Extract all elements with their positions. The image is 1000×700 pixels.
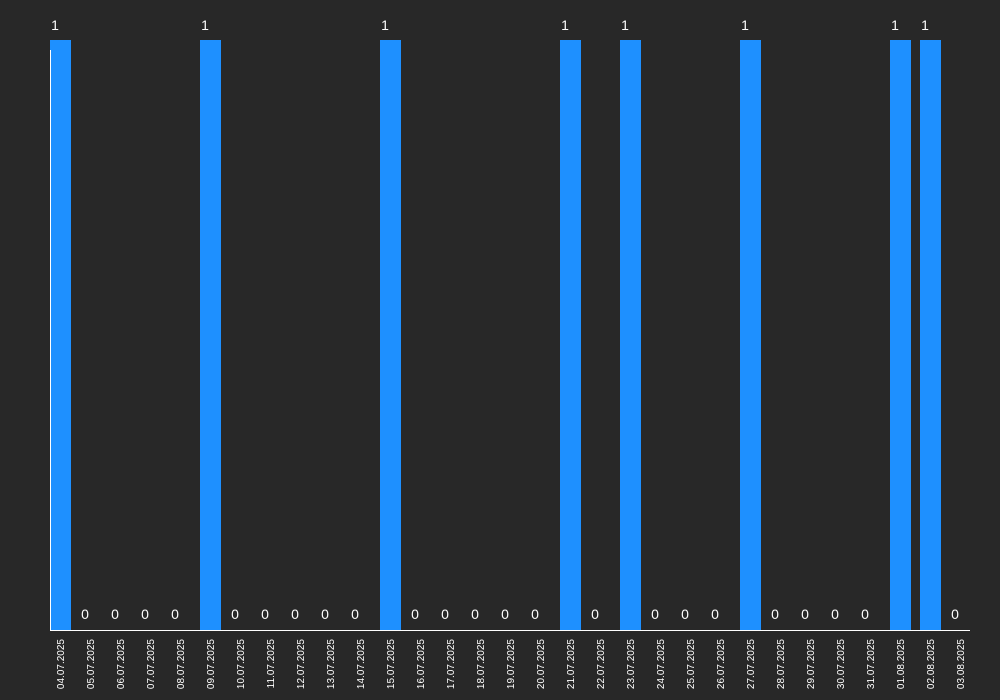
value-label-26.07.2025: 0: [711, 606, 719, 622]
x-tick-label-02.08.2025: 02.08.2025: [926, 639, 937, 689]
bar-04.07.2025: [50, 40, 71, 630]
x-tick-label-17.07.2025: 17.07.2025: [446, 639, 457, 689]
x-tick-label-12.07.2025: 12.07.2025: [296, 639, 307, 689]
x-tick-label-09.07.2025: 09.07.2025: [206, 639, 217, 689]
bar-09.07.2025: [200, 40, 221, 630]
value-label-13.07.2025: 0: [321, 606, 329, 622]
value-label-31.07.2025: 0: [861, 606, 869, 622]
value-label-02.08.2025: 1: [921, 17, 929, 33]
x-tick-label-21.07.2025: 21.07.2025: [566, 639, 577, 689]
x-tick-label-19.07.2025: 19.07.2025: [506, 639, 517, 689]
value-label-28.07.2025: 0: [771, 606, 779, 622]
value-label-25.07.2025: 0: [681, 606, 689, 622]
x-tick-label-27.07.2025: 27.07.2025: [746, 639, 757, 689]
x-tick-labels-group: 04.07.2025 05.07.2025 06.07.2025 07.07.2025…: [56, 639, 967, 689]
value-label-12.07.2025: 0: [291, 606, 299, 622]
x-tick-label-22.07.2025: 22.07.2025: [596, 639, 607, 689]
value-label-19.07.2025: 0: [501, 606, 509, 622]
bars-group: [50, 40, 941, 630]
x-tick-label-25.07.2025: 25.07.2025: [686, 639, 697, 689]
x-tick-label-14.07.2025: 14.07.2025: [356, 639, 367, 689]
x-tick-label-11.07.2025: 11.07.2025: [266, 639, 277, 689]
value-label-16.07.2025: 0: [411, 606, 419, 622]
value-label-10.07.2025: 0: [231, 606, 239, 622]
value-label-17.07.2025: 0: [441, 606, 449, 622]
value-label-30.07.2025: 0: [831, 606, 839, 622]
x-tick-label-29.07.2025: 29.07.2025: [806, 639, 817, 689]
x-tick-label-04.07.2025: 04.07.2025: [56, 639, 67, 689]
value-label-08.07.2025: 0: [171, 606, 179, 622]
value-label-09.07.2025: 1: [201, 17, 209, 33]
x-tick-label-03.08.2025: 03.08.2025: [956, 639, 967, 689]
x-tick-label-15.07.2025: 15.07.2025: [386, 639, 397, 689]
x-tick-label-24.07.2025: 24.07.2025: [656, 639, 667, 689]
value-label-01.08.2025: 1: [891, 17, 899, 33]
x-tick-label-16.07.2025: 16.07.2025: [416, 639, 427, 689]
x-tick-label-10.07.2025: 10.07.2025: [236, 639, 247, 689]
value-label-15.07.2025: 1: [381, 17, 389, 33]
bar-15.07.2025: [380, 40, 401, 630]
value-label-18.07.2025: 0: [471, 606, 479, 622]
bar-27.07.2025: [740, 40, 761, 630]
value-label-06.07.2025: 0: [111, 606, 119, 622]
value-labels-group: 1 0 0 0 0 1 0 0 0 0 0 1 0 0 0 0 0 1 0 1 0 0 0 1 0 0 0 0 1 1 0: [51, 17, 959, 622]
value-label-04.07.2025: 1: [51, 17, 59, 33]
bar-02.08.2025: [920, 40, 941, 630]
value-label-21.07.2025: 1: [561, 17, 569, 33]
x-tick-label-23.07.2025: 23.07.2025: [626, 639, 637, 689]
value-label-22.07.2025: 0: [591, 606, 599, 622]
value-label-20.07.2025: 0: [531, 606, 539, 622]
bar-21.07.2025: [560, 40, 581, 630]
value-label-23.07.2025: 1: [621, 17, 629, 33]
x-tick-label-20.07.2025: 20.07.2025: [536, 639, 547, 689]
value-label-07.07.2025: 0: [141, 606, 149, 622]
x-tick-label-07.07.2025: 07.07.2025: [146, 639, 157, 689]
x-tick-label-26.07.2025: 26.07.2025: [716, 639, 727, 689]
x-tick-label-08.07.2025: 08.07.2025: [176, 639, 187, 689]
value-label-11.07.2025: 0: [261, 606, 269, 622]
value-label-29.07.2025: 0: [801, 606, 809, 622]
value-label-05.07.2025: 0: [81, 606, 89, 622]
x-tick-label-30.07.2025: 30.07.2025: [836, 639, 847, 689]
x-tick-label-28.07.2025: 28.07.2025: [776, 639, 787, 689]
x-tick-label-13.07.2025: 13.07.2025: [326, 639, 337, 689]
x-tick-label-18.07.2025: 18.07.2025: [476, 639, 487, 689]
x-tick-label-31.07.2025: 31.07.2025: [866, 639, 877, 689]
value-label-24.07.2025: 0: [651, 606, 659, 622]
value-label-27.07.2025: 1: [741, 17, 749, 33]
bar-01.08.2025: [890, 40, 911, 630]
value-label-14.07.2025: 0: [351, 606, 359, 622]
value-label-03.08.2025: 0: [951, 606, 959, 622]
x-tick-label-01.08.2025: 01.08.2025: [896, 639, 907, 689]
bar-23.07.2025: [620, 40, 641, 630]
x-tick-label-05.07.2025: 05.07.2025: [86, 639, 97, 689]
x-tick-label-06.07.2025: 06.07.2025: [116, 639, 127, 689]
